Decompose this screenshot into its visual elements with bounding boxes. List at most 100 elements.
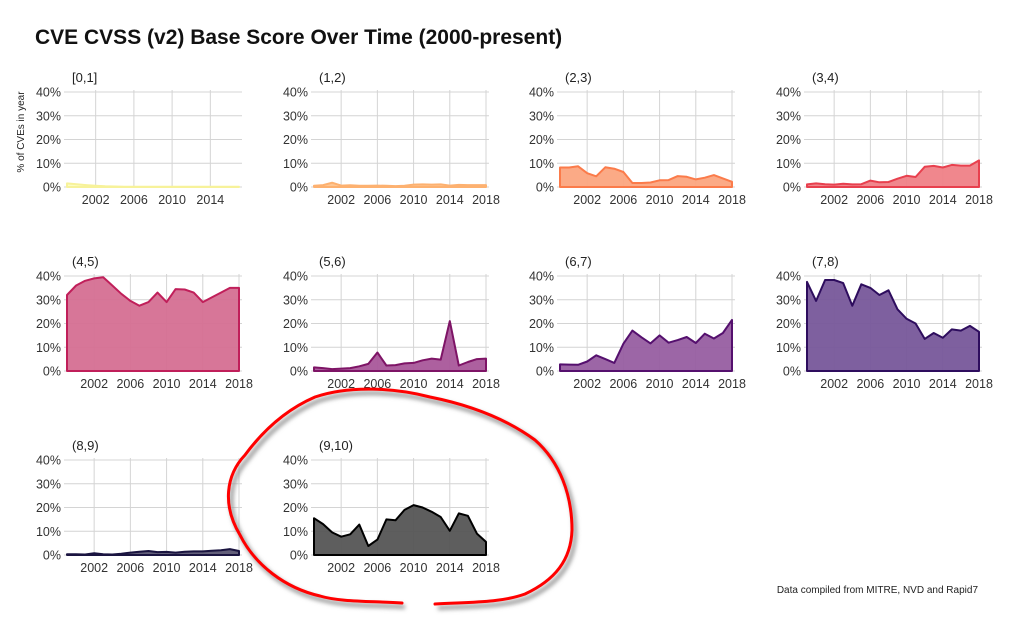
y-tick-label: 30% bbox=[776, 293, 801, 307]
x-tick-label: 2018 bbox=[472, 193, 500, 207]
y-tick-label: 10% bbox=[36, 157, 61, 171]
y-tick-label: 40% bbox=[36, 270, 61, 284]
y-tick-label: 10% bbox=[36, 341, 61, 355]
y-tick-label: 40% bbox=[529, 270, 554, 284]
y-tick-label: 10% bbox=[776, 157, 801, 171]
x-tick-label: 2010 bbox=[400, 193, 428, 207]
y-tick-label: 40% bbox=[36, 454, 61, 468]
x-tick-label: 2006 bbox=[609, 193, 637, 207]
x-tick-label: 2018 bbox=[472, 561, 500, 575]
x-tick-label: 2006 bbox=[120, 193, 148, 207]
y-tick-label: 20% bbox=[776, 133, 801, 147]
area-series bbox=[314, 183, 486, 187]
y-tick-label: 20% bbox=[529, 317, 554, 331]
x-tick-label: 2010 bbox=[158, 193, 186, 207]
y-tick-label: 20% bbox=[36, 133, 61, 147]
x-tick-label: 2014 bbox=[189, 561, 217, 575]
y-tick-label: 10% bbox=[36, 525, 61, 539]
y-tick-label: 0% bbox=[783, 181, 801, 195]
area-series bbox=[807, 160, 979, 187]
x-tick-label: 2002 bbox=[80, 377, 108, 391]
x-tick-label: 2018 bbox=[965, 377, 993, 391]
facet-label: (1,2) bbox=[319, 70, 346, 85]
y-tick-label: 10% bbox=[283, 525, 308, 539]
y-tick-label: 0% bbox=[783, 365, 801, 379]
x-tick-label: 2014 bbox=[189, 377, 217, 391]
x-tick-label: 2014 bbox=[929, 377, 957, 391]
area-series bbox=[807, 280, 979, 371]
y-tick-label: 40% bbox=[283, 454, 308, 468]
x-tick-label: 2006 bbox=[363, 561, 391, 575]
facet-label: [0,1] bbox=[72, 70, 97, 85]
area-series bbox=[67, 277, 239, 371]
y-tick-label: 0% bbox=[43, 181, 61, 195]
x-tick-label: 2002 bbox=[327, 561, 355, 575]
y-tick-label: 0% bbox=[536, 365, 554, 379]
x-tick-label: 2010 bbox=[153, 377, 181, 391]
x-tick-label: 2014 bbox=[436, 561, 464, 575]
y-tick-label: 40% bbox=[776, 86, 801, 100]
area-series bbox=[67, 183, 239, 187]
x-tick-label: 2010 bbox=[893, 193, 921, 207]
area-series bbox=[560, 166, 732, 187]
y-tick-label: 20% bbox=[529, 133, 554, 147]
y-tick-label: 30% bbox=[36, 477, 61, 491]
x-tick-label: 2010 bbox=[400, 377, 428, 391]
y-tick-label: 10% bbox=[529, 341, 554, 355]
x-tick-label: 2010 bbox=[646, 377, 674, 391]
area-series bbox=[67, 549, 239, 555]
facet-label: (2,3) bbox=[565, 70, 592, 85]
y-tick-label: 40% bbox=[776, 270, 801, 284]
y-tick-label: 10% bbox=[283, 341, 308, 355]
x-tick-label: 2006 bbox=[116, 561, 144, 575]
red-circle-annotation bbox=[228, 389, 575, 608]
x-tick-label: 2006 bbox=[856, 377, 884, 391]
x-tick-label: 2018 bbox=[965, 193, 993, 207]
y-tick-label: 30% bbox=[283, 109, 308, 123]
area-series bbox=[560, 320, 732, 371]
y-tick-label: 10% bbox=[529, 157, 554, 171]
x-tick-label: 2014 bbox=[436, 193, 464, 207]
y-tick-label: 0% bbox=[43, 549, 61, 563]
x-tick-label: 2018 bbox=[225, 377, 253, 391]
x-tick-label: 2006 bbox=[363, 193, 391, 207]
facet-label: (9,10) bbox=[319, 438, 353, 453]
y-tick-label: 40% bbox=[283, 270, 308, 284]
x-tick-label: 2010 bbox=[646, 193, 674, 207]
facet-label: (3,4) bbox=[812, 70, 839, 85]
x-tick-label: 2014 bbox=[436, 377, 464, 391]
x-tick-label: 2014 bbox=[682, 193, 710, 207]
y-axis-label: % of CVEs in year bbox=[16, 91, 27, 173]
y-tick-label: 40% bbox=[36, 86, 61, 100]
x-tick-label: 2006 bbox=[856, 193, 884, 207]
y-tick-label: 20% bbox=[283, 133, 308, 147]
y-tick-label: 40% bbox=[529, 86, 554, 100]
x-tick-label: 2006 bbox=[609, 377, 637, 391]
x-tick-label: 2018 bbox=[225, 561, 253, 575]
x-tick-label: 2002 bbox=[327, 193, 355, 207]
x-tick-label: 2018 bbox=[472, 377, 500, 391]
facet-label: (4,5) bbox=[72, 254, 99, 269]
x-tick-label: 2010 bbox=[893, 377, 921, 391]
y-tick-label: 10% bbox=[776, 341, 801, 355]
y-tick-label: 0% bbox=[290, 549, 308, 563]
y-tick-label: 0% bbox=[43, 365, 61, 379]
x-tick-label: 2002 bbox=[573, 377, 601, 391]
y-tick-label: 20% bbox=[776, 317, 801, 331]
y-tick-label: 20% bbox=[36, 317, 61, 331]
y-tick-label: 30% bbox=[283, 477, 308, 491]
y-tick-label: 30% bbox=[529, 293, 554, 307]
y-tick-label: 20% bbox=[283, 317, 308, 331]
x-tick-label: 2014 bbox=[929, 193, 957, 207]
y-tick-label: 30% bbox=[36, 109, 61, 123]
y-tick-label: 20% bbox=[36, 501, 61, 515]
y-tick-label: 30% bbox=[529, 109, 554, 123]
